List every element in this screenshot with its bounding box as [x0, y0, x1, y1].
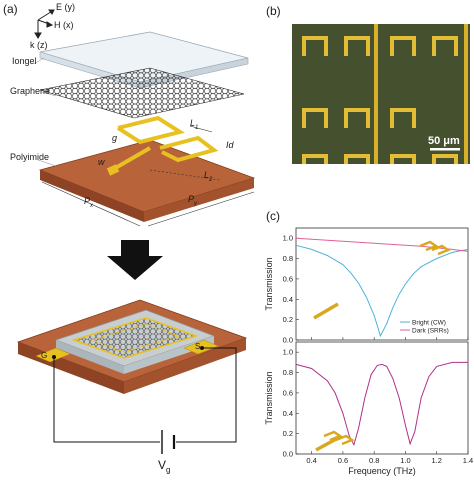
graphene-label: Graphene — [10, 86, 51, 96]
y-tick-label: 0.8 — [283, 254, 293, 263]
dim-py: Py — [188, 194, 198, 207]
panel-label-c: (c) — [266, 209, 280, 223]
inset-cw-icon — [313, 302, 339, 320]
plot-frame — [295, 341, 469, 455]
polyimide-substrate — [38, 115, 256, 227]
x-tick-label: 0.6 — [338, 456, 348, 465]
y-tick-label: 0.2 — [283, 429, 293, 438]
x-tick-label: 1.2 — [432, 456, 442, 465]
dim-g: g — [112, 133, 118, 143]
axis-e-label: E (y) — [56, 2, 75, 12]
y-tick-label: 0.4 — [283, 295, 293, 304]
graphene-layer — [39, 67, 245, 119]
panel-label-a: (a) — [3, 2, 18, 16]
panel-label-b: (b) — [266, 4, 281, 18]
y-tick-label: 0.6 — [283, 274, 293, 283]
series-line-0-0 — [295, 244, 469, 338]
x-tick-label: 0.8 — [369, 456, 379, 465]
dim-l2: L2 — [204, 170, 213, 183]
axis-h-label: H (x) — [54, 20, 74, 30]
transmission-charts: 0.0 0.2 0.4 0.6 0.8 1.0 Transmission Bright (CW… — [264, 227, 473, 476]
y-tick-label: 0.4 — [283, 409, 293, 418]
y-tick-label: 0.8 — [283, 368, 293, 377]
y-axis-label: Transmission — [264, 257, 274, 310]
label-leaders — [33, 57, 57, 167]
inset-eit-icon — [335, 434, 355, 446]
scale-bar-label: 50 μm — [428, 135, 460, 147]
y-tick-label: 1.0 — [283, 348, 293, 357]
y-axis-label: Transmission — [264, 371, 274, 424]
axis-triad — [34, 9, 55, 39]
gate-electrode-label: G — [41, 351, 48, 360]
x-axis-label: Frequency (THz) — [348, 466, 416, 476]
inset-srr-icon — [431, 244, 451, 256]
series-line-0-1 — [295, 237, 469, 252]
assembled-device-diagram — [16, 299, 248, 454]
dim-w: w — [98, 157, 105, 167]
legend-label: Bright (CW) — [412, 320, 446, 327]
srr-metal — [110, 115, 219, 172]
legend-label: Dark (SRRs) — [412, 328, 449, 335]
exploded-view-diagram — [33, 9, 256, 227]
y-tick-label: 1.0 — [283, 234, 293, 243]
x-tick-label: 0.4 — [306, 456, 316, 465]
dim-d: Id — [226, 140, 234, 150]
iongel-label: Iongel — [12, 56, 37, 66]
plot-frame — [295, 227, 469, 341]
y-tick-label: 0.0 — [283, 336, 293, 345]
series-line-1-0 — [295, 361, 468, 447]
y-tick-label: 0.6 — [283, 388, 293, 397]
inset-eit-icon — [315, 436, 339, 452]
down-arrow-icon — [107, 240, 163, 280]
micrograph-image — [292, 24, 470, 164]
dim-l1: L1 — [190, 118, 199, 131]
scale-bar — [430, 148, 460, 151]
inset-srr-icon — [419, 240, 439, 252]
y-tick-label: 0.0 — [283, 450, 293, 459]
polyimide-label: Polyimide — [10, 152, 50, 162]
source-electrode-label: S — [195, 342, 201, 351]
dim-px: Px — [84, 196, 94, 209]
x-tick-label: 1.0 — [400, 456, 410, 465]
x-tick-label: 1.4 — [463, 456, 473, 465]
axis-k-label: k (z) — [30, 40, 48, 50]
y-tick-label: 0.2 — [283, 315, 293, 324]
vg-label: Vg — [158, 458, 171, 475]
